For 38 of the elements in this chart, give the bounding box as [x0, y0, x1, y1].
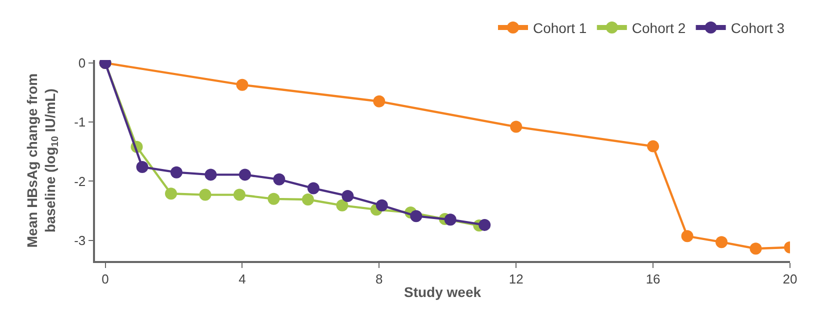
point [302, 194, 314, 206]
point [478, 218, 491, 231]
point [233, 188, 246, 201]
point [444, 214, 456, 226]
x-tick-label: 4 [238, 271, 246, 286]
point [342, 190, 354, 202]
point [236, 78, 248, 91]
x-tick-label: 12 [508, 271, 524, 286]
point [170, 166, 182, 178]
x-tick-label: 16 [646, 271, 660, 286]
point [204, 168, 217, 181]
x-axis-title: Study week [404, 284, 482, 300]
y-tick-label: 0 [78, 56, 86, 71]
point [681, 230, 694, 242]
point [376, 199, 388, 212]
y-tick-label: -1 [74, 114, 86, 130]
point [238, 168, 251, 181]
y-tick-label: -2 [74, 174, 86, 189]
legend-label: Cohort 1 [533, 20, 587, 36]
x-tick-label: 0 [102, 271, 109, 286]
x-tick-label: 8 [376, 271, 383, 286]
point [136, 161, 148, 173]
point [410, 210, 422, 222]
point [647, 140, 660, 152]
point [307, 182, 320, 194]
point [373, 95, 386, 108]
legend-label: Cohort 3 [730, 20, 785, 36]
point [273, 173, 286, 186]
point [199, 188, 212, 201]
point [510, 120, 522, 133]
x-tick-label: 20 [782, 271, 798, 286]
point [268, 192, 280, 205]
point [716, 236, 728, 248]
point [750, 242, 762, 255]
y-tick-label: -3 [74, 232, 86, 248]
legend-label: Cohort 2 [632, 20, 686, 36]
point [336, 199, 348, 212]
point [165, 188, 177, 200]
